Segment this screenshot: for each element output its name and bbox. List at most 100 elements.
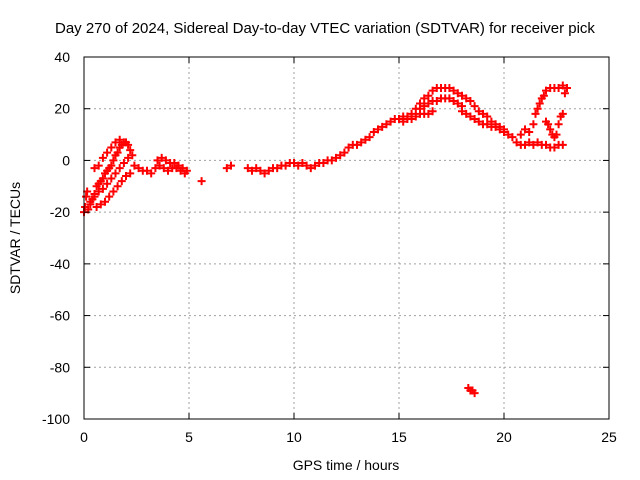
data-point (90, 164, 99, 173)
data-point (470, 115, 479, 124)
y-axis-label: SDTVAR / TECUs (7, 182, 23, 294)
data-point (462, 109, 471, 118)
data-point (521, 125, 529, 134)
data-point (382, 120, 391, 129)
data-point (424, 109, 433, 118)
data-point (264, 166, 273, 175)
data-point (98, 184, 107, 193)
data-point (357, 138, 366, 147)
data-point (298, 159, 307, 168)
data-point (544, 120, 553, 129)
data-point (126, 169, 135, 178)
data-point (466, 96, 475, 105)
data-point (445, 94, 454, 103)
data-point (542, 86, 550, 95)
data-point (470, 389, 479, 398)
data-point (273, 164, 282, 173)
data-point (115, 135, 124, 144)
data-point (182, 166, 191, 175)
data-point (403, 115, 412, 124)
data-point (508, 133, 517, 142)
data-point (248, 166, 256, 175)
data-point (449, 96, 458, 105)
data-point (340, 148, 349, 157)
y-tick-label: -60 (50, 308, 70, 324)
data-point (115, 164, 124, 173)
data-point (386, 117, 395, 126)
data-point (119, 159, 128, 168)
data-point (516, 130, 525, 139)
data-point (479, 109, 487, 118)
data-point (554, 120, 563, 129)
data-point (178, 164, 187, 173)
data-point (458, 91, 466, 100)
data-point (407, 109, 416, 118)
data-point (117, 177, 126, 186)
data-point (170, 159, 179, 168)
data-point (227, 161, 235, 170)
data-point (111, 138, 120, 147)
data-point (290, 159, 298, 168)
data-point (153, 156, 162, 165)
data-point (143, 166, 151, 175)
data-point (113, 182, 122, 191)
data-point (353, 140, 361, 149)
data-point (491, 122, 500, 131)
data-point (124, 153, 133, 162)
data-point (109, 187, 118, 196)
data-point (311, 161, 319, 170)
data-point (529, 140, 538, 149)
data-point (107, 161, 116, 170)
data-point (155, 161, 164, 170)
data-point (94, 161, 103, 170)
y-tick-label: -100 (42, 411, 70, 427)
data-point (107, 143, 116, 152)
data-point (558, 109, 567, 118)
data-point (103, 148, 112, 157)
data-point (453, 99, 462, 108)
data-point (306, 164, 315, 173)
data-point (539, 91, 548, 100)
data-point (470, 102, 479, 111)
data-point (130, 161, 139, 170)
data-point (86, 197, 95, 206)
data-point (128, 151, 137, 160)
data-point (445, 84, 454, 93)
data-point (411, 112, 420, 121)
data-point (525, 127, 534, 136)
x-axis-ticks: 0 5 10 15 20 25 (80, 57, 617, 445)
data-point (512, 138, 521, 147)
data-point (474, 107, 483, 116)
data-point (101, 197, 109, 206)
data-point (424, 91, 433, 100)
data-point (111, 169, 120, 178)
x-tick-label: 0 (80, 429, 88, 445)
data-point (82, 192, 91, 201)
data-point (483, 120, 492, 129)
data-point (521, 140, 529, 149)
data-point (466, 112, 475, 121)
data-point (302, 161, 311, 170)
data-point (546, 125, 555, 134)
x-tick-label: 25 (601, 429, 617, 445)
data-point (327, 156, 336, 165)
data-point (500, 127, 508, 136)
data-point (126, 146, 135, 155)
data-point (558, 140, 567, 149)
data-point (495, 125, 504, 134)
data-point (197, 177, 206, 186)
data-point (428, 86, 437, 95)
data-point (399, 117, 408, 126)
data-point (449, 86, 458, 95)
data-point (531, 109, 540, 118)
data-point (157, 153, 166, 162)
data-point (256, 166, 265, 175)
data-points (80, 81, 571, 398)
data-point (563, 84, 571, 93)
grid-lines (84, 57, 609, 419)
data-point (533, 104, 542, 113)
data-point (147, 169, 156, 178)
y-tick-label: 0 (62, 152, 70, 168)
x-tick-label: 15 (391, 429, 407, 445)
data-point (504, 130, 513, 139)
